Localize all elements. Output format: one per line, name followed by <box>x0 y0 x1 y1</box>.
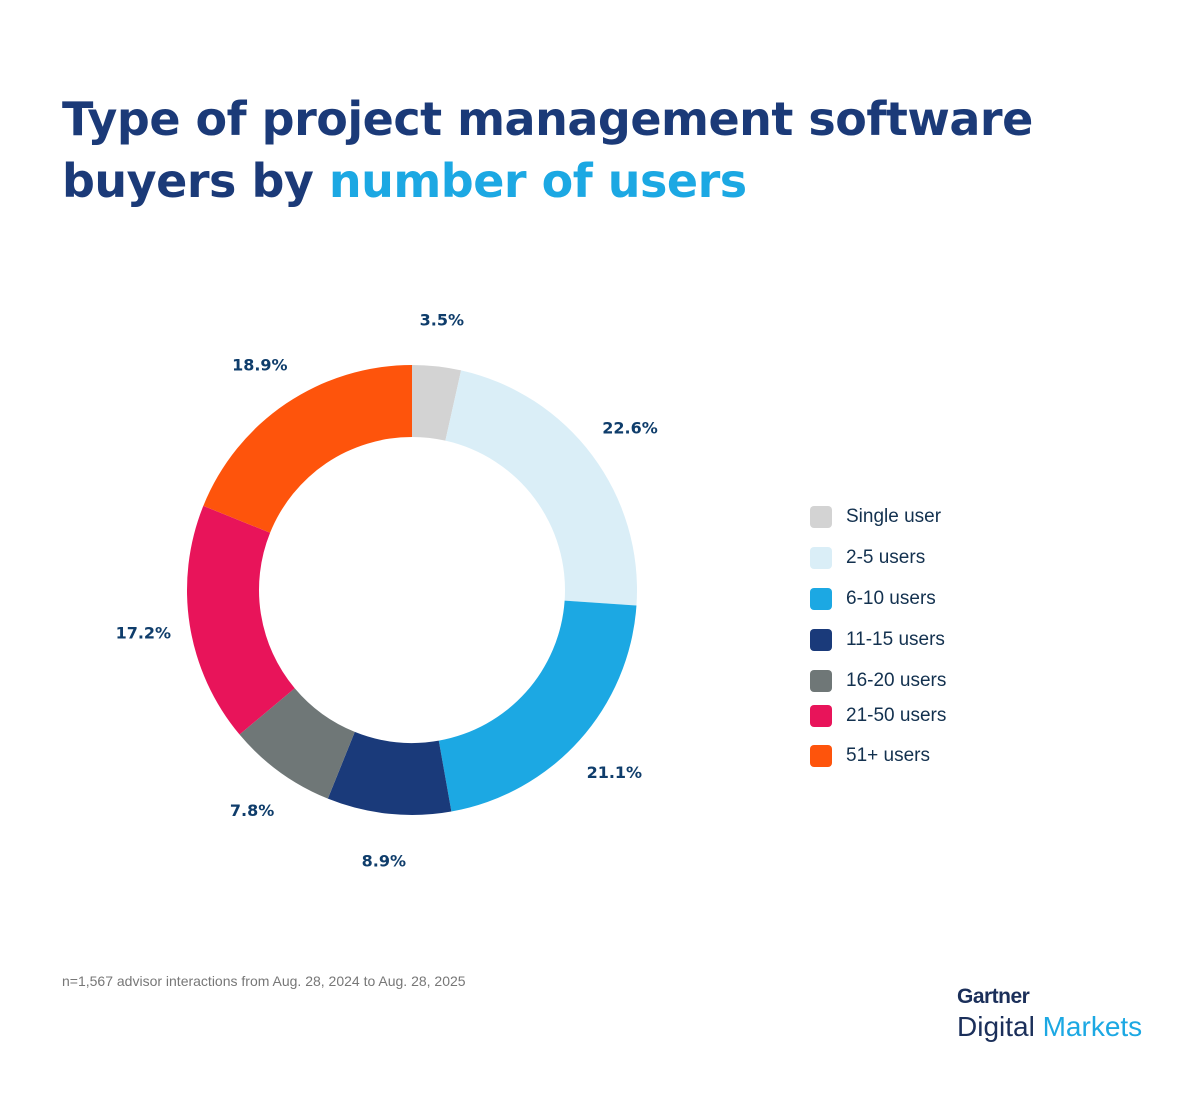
legend-label: 21-50 users <box>846 705 947 726</box>
donut-slice-3 <box>438 600 637 812</box>
legend-label: 11-15 users <box>846 629 945 650</box>
legend-item: Single user <box>810 506 941 528</box>
legend-item: 51+ users <box>810 745 930 767</box>
data-label-3: 21.1% <box>587 763 643 782</box>
gartner-logo: Gartner Digital Markets <box>957 985 1142 1043</box>
legend-swatch <box>810 629 832 651</box>
title-main: Type of project management software buye… <box>62 92 1033 208</box>
title-highlight: number of users <box>328 154 747 208</box>
donut-slice-7 <box>203 365 412 533</box>
legend-swatch <box>810 705 832 727</box>
legend-swatch <box>810 588 832 610</box>
logo-subtitle: Digital Markets <box>957 1011 1142 1043</box>
legend-label: 51+ users <box>846 745 930 766</box>
legend-label: Single user <box>846 506 942 527</box>
data-label-7: 18.9% <box>232 356 288 375</box>
legend-label: 6-10 users <box>846 588 936 609</box>
logo-markets: Markets <box>1042 1011 1143 1042</box>
chart-title: Type of project management software buye… <box>62 88 1200 212</box>
donut-slice-2 <box>445 370 637 606</box>
logo-brand: Gartner <box>957 985 1030 1008</box>
donut-slice-1 <box>412 365 462 441</box>
logo-digital: Digital <box>957 1011 1035 1042</box>
legend-label: 2-5 users <box>846 547 926 568</box>
data-label-2: 22.6% <box>602 418 658 437</box>
legend-item: 6-10 users <box>810 588 936 610</box>
donut-slice-5 <box>239 688 355 799</box>
legend-swatch <box>810 670 832 692</box>
legend-swatch <box>810 745 832 767</box>
footnote: n=1,567 advisor interactions from Aug. 2… <box>62 973 466 989</box>
legend-item: 16-20 users <box>810 670 946 692</box>
legend-item: 21-50 users <box>810 705 946 727</box>
legend-label: 16-20 users <box>846 670 947 691</box>
data-label-5: 7.8% <box>230 801 274 820</box>
legend-swatch <box>810 506 832 528</box>
legend-item: 2-5 users <box>810 547 925 569</box>
legend-item: 11-15 users <box>810 629 945 651</box>
data-label-4: 8.9% <box>362 852 406 871</box>
data-label-6: 17.2% <box>116 624 172 643</box>
data-label-1: 3.5% <box>420 311 464 330</box>
donut-slice-4 <box>327 731 452 816</box>
legend-swatch <box>810 547 832 569</box>
donut-slice-6 <box>186 505 295 735</box>
